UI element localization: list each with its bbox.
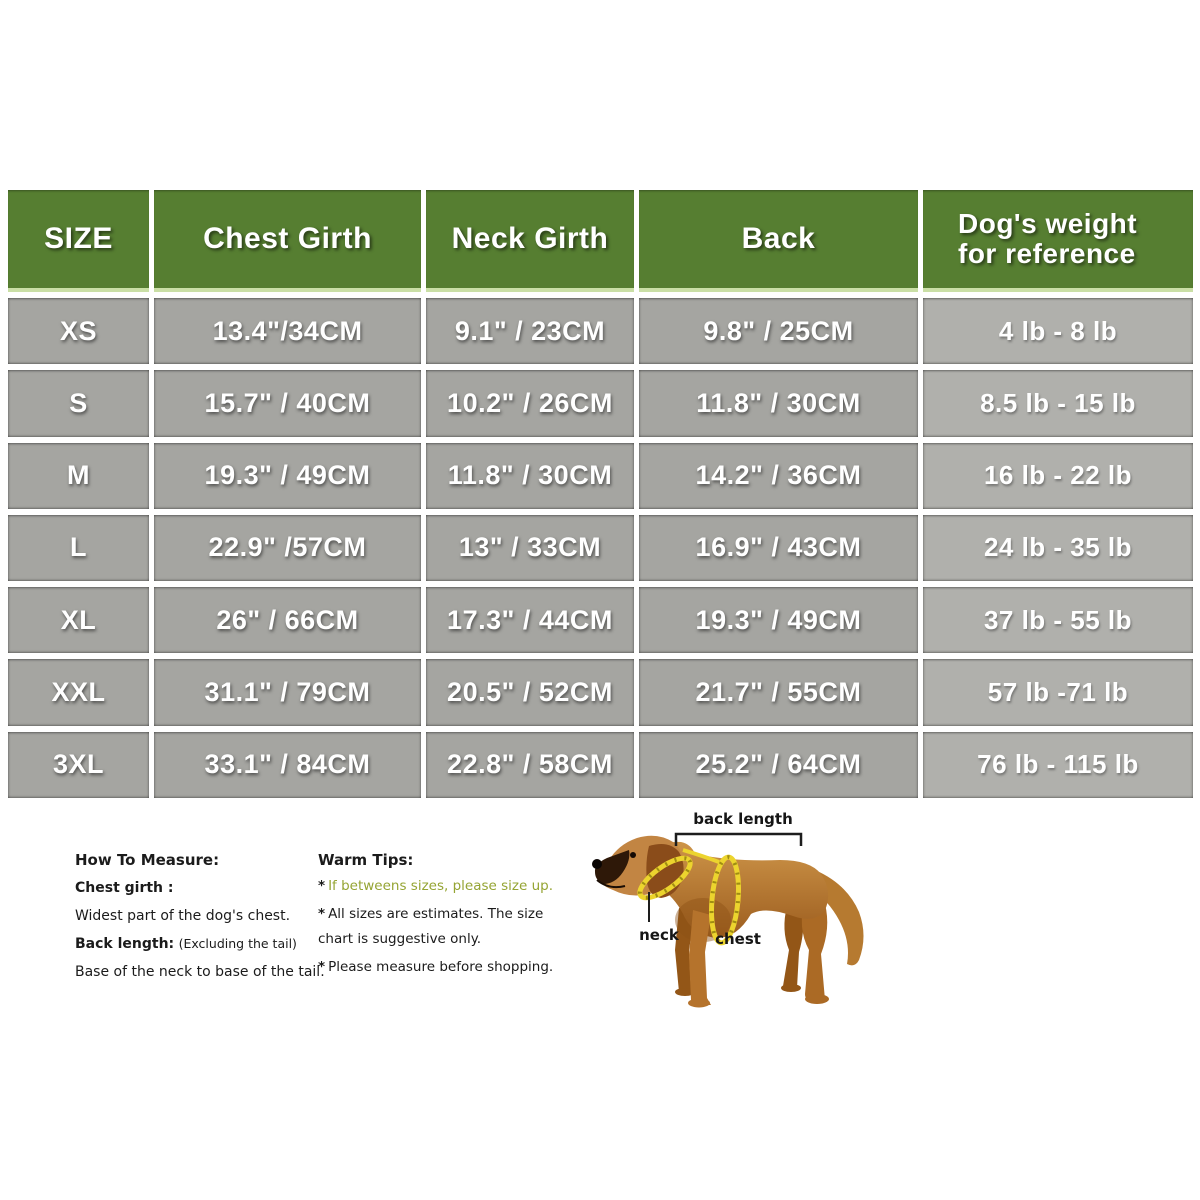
cell-size: XS xyxy=(8,298,149,365)
cell-back: 21.7" / 55CM xyxy=(639,659,918,726)
cell-size: S xyxy=(8,370,149,437)
cell-back: 11.8" / 30CM xyxy=(639,370,918,437)
cell-neck: 17.3" / 44CM xyxy=(426,587,634,654)
header-chest: Chest Girth xyxy=(154,190,421,292)
cell-size: XL xyxy=(8,587,149,654)
dog-foot xyxy=(805,994,829,1004)
dog-mouth xyxy=(596,879,626,889)
cell-chest: 22.9" /57CM xyxy=(154,514,421,582)
cell-weight: 8.5 lb - 15 lb xyxy=(923,370,1193,437)
cell-weight: 16 lb - 22 lb xyxy=(923,442,1193,509)
cell-size: 3XL xyxy=(8,731,149,798)
tip-text: All sizes are estimates. The size chart … xyxy=(318,906,544,947)
cell-weight: 4 lb - 8 lb xyxy=(923,298,1193,365)
cell-back: 25.2" / 64CM xyxy=(639,731,918,798)
neck-measure-tape-marks xyxy=(637,856,693,900)
tip-bullet: * xyxy=(318,959,326,975)
tip-text: Please measure before shopping. xyxy=(328,959,554,975)
header-weight: Dog's weight for reference xyxy=(923,190,1193,292)
cell-size: L xyxy=(8,514,149,582)
back-length-bracket xyxy=(674,832,803,846)
dog-muzzle xyxy=(594,850,630,884)
cell-neck: 11.8" / 30CM xyxy=(426,442,634,509)
cell-weight: 57 lb -71 lb xyxy=(923,659,1193,726)
cell-chest: 33.1" / 84CM xyxy=(154,731,421,798)
cell-back: 16.9" / 43CM xyxy=(639,514,918,582)
dog-rear-leg-near xyxy=(801,900,828,1000)
dog-foot xyxy=(688,998,710,1008)
how-to-measure-block: How To Measure: Chest girth : Widest par… xyxy=(75,846,325,986)
cell-neck: 10.2" / 26CM xyxy=(426,370,634,437)
size-chart-table: SIZE Chest Girth Neck Girth Back Dog's w… xyxy=(8,190,1193,798)
chest-diagram-label: chest xyxy=(715,930,761,948)
warm-tip: * If betweens sizes, please size up. xyxy=(318,874,572,899)
cell-size: M xyxy=(8,442,149,509)
cell-neck: 9.1" / 23CM xyxy=(426,298,634,365)
tip-text: If betweens sizes, please size up. xyxy=(328,878,553,894)
cell-chest: 15.7" / 40CM xyxy=(154,370,421,437)
back-length-note: (Excluding the tail) xyxy=(178,936,297,951)
header-neck: Neck Girth xyxy=(426,190,634,292)
cell-weight: 37 lb - 55 lb xyxy=(923,587,1193,654)
warm-tip: * Please measure before shopping. xyxy=(318,955,572,980)
header-size: SIZE xyxy=(8,190,149,292)
neck-diagram-label: neck xyxy=(639,926,680,944)
cell-weight: 24 lb - 35 lb xyxy=(923,514,1193,582)
harness-back-strap xyxy=(682,848,720,864)
tip-bullet: * xyxy=(318,906,326,922)
cell-chest: 13.4"/34CM xyxy=(154,298,421,365)
back-length-diagram-label: back length xyxy=(693,810,793,828)
dog-front-leg-near xyxy=(689,910,711,1005)
cell-back: 9.8" / 25CM xyxy=(639,298,918,365)
cell-neck: 13" / 33CM xyxy=(426,514,634,582)
dog-illustration: back length neck chest xyxy=(592,810,864,1008)
back-length-line: Back length: (Excluding the tail) xyxy=(75,930,317,958)
cell-size: XXL xyxy=(8,659,149,726)
tip-bullet: * xyxy=(318,878,326,894)
cell-neck: 22.8" / 58CM xyxy=(426,731,634,798)
header-back: Back xyxy=(639,190,918,292)
dog-nose xyxy=(592,859,602,869)
cell-back: 14.2" / 36CM xyxy=(639,442,918,509)
header-weight-label: Dog's weight for reference xyxy=(958,207,1138,269)
back-length-label: Back length: xyxy=(75,936,175,952)
warm-tips-title: Warm Tips: xyxy=(318,851,414,869)
chest-girth-label: Chest girth : xyxy=(75,880,174,896)
warm-tips-block: Warm Tips: * If betweens sizes, please si… xyxy=(318,846,572,983)
warm-tip: * All sizes are estimates. The size chart… xyxy=(318,902,572,952)
how-to-measure-title: How To Measure: xyxy=(75,851,220,869)
dog-rear-leg-far xyxy=(783,906,804,988)
cell-chest: 26" / 66CM xyxy=(154,587,421,654)
chest-girth-desc: Widest part of the dog's chest. xyxy=(75,908,291,924)
cell-weight: 76 lb - 115 lb xyxy=(923,731,1193,798)
dog-foot xyxy=(781,984,801,992)
back-length-desc: Base of the neck to base of the tail. xyxy=(75,964,325,980)
cell-chest: 31.1" / 79CM xyxy=(154,659,421,726)
cell-chest: 19.3" / 49CM xyxy=(154,442,421,509)
cell-back: 19.3" / 49CM xyxy=(639,587,918,654)
dog-foot xyxy=(675,988,695,996)
dog-eye xyxy=(630,852,636,858)
cell-neck: 20.5" / 52CM xyxy=(426,659,634,726)
dog-measurement-diagram: back length neck chest xyxy=(585,800,895,1018)
